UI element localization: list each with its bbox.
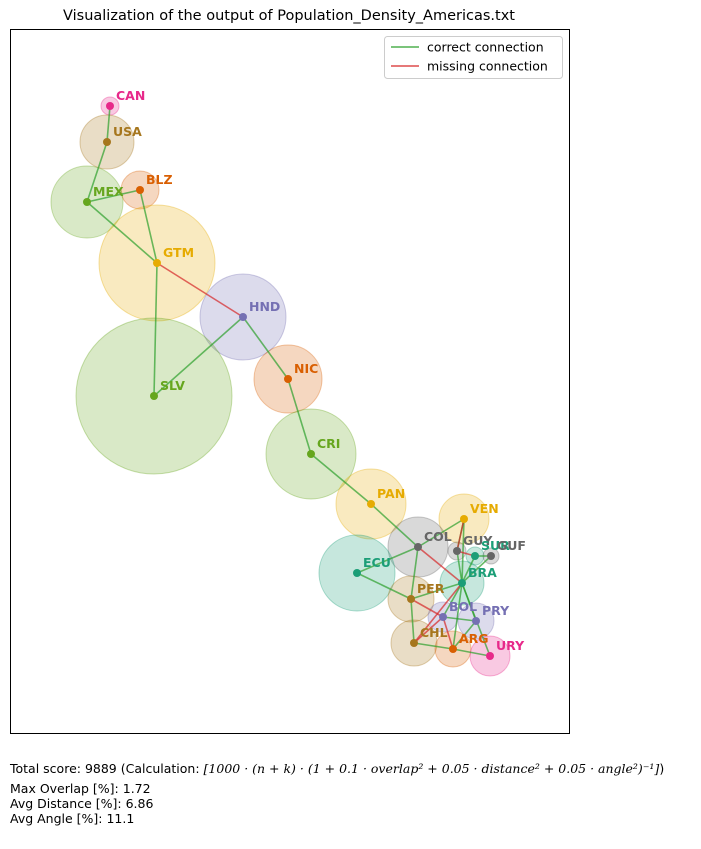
country-label-blz: BLZ [146, 172, 173, 187]
correct-connection-nic-cri [287, 378, 312, 455]
country-label-mex: MEX [93, 184, 124, 199]
country-point-pan [367, 500, 375, 508]
correct-connection-bol-pry [442, 616, 477, 622]
correct-connection-hnd-nic [242, 316, 289, 380]
score-close: ) [659, 761, 665, 776]
country-point-arg [449, 645, 457, 653]
correct-connection-col-ven [417, 518, 465, 548]
legend-label-missing: missing connection [427, 59, 548, 74]
missing-connection-bol-arg [442, 616, 454, 650]
correct-connection-bra-sur [461, 555, 476, 584]
country-point-blz [136, 186, 144, 194]
legend-label-correct: correct connection [427, 40, 544, 55]
country-label-nic: NIC [294, 361, 318, 376]
correct-connection-bra-bol [442, 582, 463, 618]
correct-connection-per-bra [410, 582, 463, 600]
missing-connection-col-bra [417, 546, 463, 584]
avg-distance: Avg Distance [%]: 6.86 [10, 796, 154, 811]
country-point-col [414, 543, 422, 551]
country-point-per [407, 595, 415, 603]
correct-connection-usa-mex [86, 141, 108, 203]
country-label-can: CAN [116, 88, 145, 103]
country-point-mex [83, 198, 91, 206]
correct-connection-slv-hnd [153, 316, 244, 397]
country-label-ven: VEN [470, 501, 499, 516]
correct-connection-bra-ven [461, 518, 465, 584]
missing-connection-bra-chl [413, 582, 463, 644]
country-point-ecu [353, 569, 361, 577]
country-point-ven [460, 515, 468, 523]
country-label-chl: CHL [420, 625, 448, 640]
correct-connection-arg-ury [452, 648, 491, 657]
correct-connection-chl-arg [413, 642, 454, 650]
correct-connection-col-ecu [356, 546, 419, 574]
avg-angle: Avg Angle [%]: 11.1 [10, 811, 135, 826]
country-point-bra [458, 579, 466, 587]
correct-connection-mex-blz [86, 189, 141, 203]
plot-frame [10, 29, 570, 734]
correct-connection-ecu-per [356, 572, 412, 600]
score-line: Total score: 9889 (Calculation: [1000 · … [10, 761, 664, 776]
nodes-layer [83, 102, 495, 660]
country-label-sur: SUR [481, 538, 510, 553]
country-point-slv [150, 392, 158, 400]
chart-title: Visualization of the output of Populatio… [63, 8, 515, 24]
country-point-pry [472, 617, 480, 625]
country-label-ecu: ECU [363, 555, 391, 570]
country-label-usa: USA [113, 124, 142, 139]
missing-connection-gtm-hnd [156, 262, 244, 318]
correct-connection-pry-arg [452, 620, 477, 650]
country-point-nic [284, 375, 292, 383]
country-point-gtm [153, 259, 161, 267]
correct-connection-can-usa [106, 105, 111, 143]
country-point-can [106, 102, 114, 110]
country-label-ury: URY [496, 638, 525, 653]
country-point-cri [307, 450, 315, 458]
country-label-bra: BRA [468, 565, 497, 580]
country-point-usa [103, 138, 111, 146]
correct-connection-bra-guy [456, 550, 463, 584]
country-point-ury [486, 652, 494, 660]
country-label-arg: ARG [459, 631, 489, 646]
score-formula: [1000 · (n + k) · (1 + 0.1 · overlap² + … [203, 761, 660, 776]
country-point-hnd [239, 313, 247, 321]
correct-connection-pan-col [370, 503, 419, 548]
country-point-guf [487, 552, 495, 560]
correct-connection-per-chl [410, 598, 415, 644]
country-point-chl [410, 639, 418, 647]
country-point-guy [453, 547, 461, 555]
country-label-col: COL [424, 529, 452, 544]
labels-layer: CAN USA BLZ MEX GTM HND SLV NIC CRI PAN VEN COL GUYS… [93, 88, 526, 653]
country-label-cri: CRI [317, 436, 340, 451]
country-label-bol: BOL [449, 599, 477, 614]
country-label-per: PER [417, 581, 445, 596]
country-point-bol [439, 613, 447, 621]
missing-connection-bol-chl [413, 616, 444, 644]
max-overlap: Max Overlap [%]: 1.72 [10, 781, 151, 796]
correct-connection-mex-gtm [86, 201, 158, 264]
country-label-hnd: HND [249, 299, 280, 314]
correct-connection-col-per [410, 546, 419, 600]
country-label-guf: GUF [497, 538, 526, 553]
country-point-sur [471, 552, 479, 560]
country-label-pan: PAN [377, 486, 405, 501]
correct-connection-cri-pan [310, 453, 372, 505]
correct-connection-blz-gtm [139, 189, 158, 264]
missing-connection-ven-guy [456, 518, 465, 552]
country-label-slv: SLV [160, 378, 185, 393]
correct-connection-bra-arg [452, 582, 463, 650]
legend-box [384, 36, 563, 79]
country-label-gtm: GTM [163, 245, 194, 260]
country-label-guy: GUY [463, 533, 493, 548]
legend: correct connection missing connection [384, 36, 563, 79]
correct-connection-gtm-slv [153, 262, 158, 397]
country-label-pry: PRY [482, 603, 510, 618]
correct-connection-bra-guf [461, 555, 492, 584]
score-text: Total score: 9889 (Calculation: [10, 761, 204, 776]
